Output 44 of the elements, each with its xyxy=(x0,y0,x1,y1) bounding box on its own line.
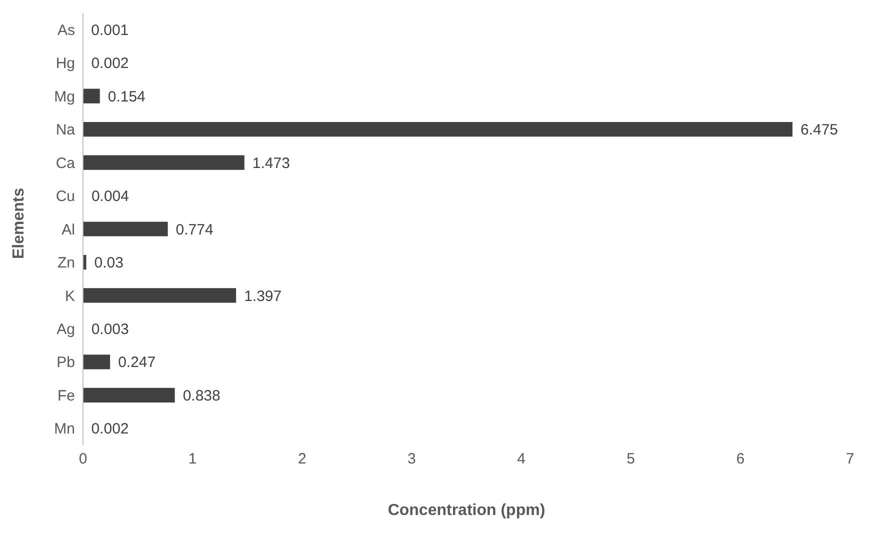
y-tick-label: Al xyxy=(62,221,75,238)
data-label: 0.002 xyxy=(91,420,129,438)
data-label: 0.247 xyxy=(118,354,156,372)
y-axis-title: Elements xyxy=(10,188,28,259)
data-label: 0.003 xyxy=(91,321,129,338)
y-tick-label: Pb xyxy=(56,354,75,372)
x-tick-label: 1 xyxy=(188,450,197,468)
x-tick-label: 7 xyxy=(846,450,854,468)
data-label: 1.473 xyxy=(252,154,290,172)
data-label: 1.397 xyxy=(244,288,282,305)
data-label: 0.838 xyxy=(182,387,220,404)
x-tick-label: 2 xyxy=(298,450,306,468)
x-tick-label: 4 xyxy=(517,450,526,468)
bar xyxy=(83,155,244,170)
y-tick-label: Zn xyxy=(57,254,75,272)
y-tick-label: Na xyxy=(56,122,76,139)
x-tick-label: 5 xyxy=(626,450,636,468)
x-axis-title: Concentration (ppm) xyxy=(388,502,546,519)
bar xyxy=(83,254,86,270)
bar xyxy=(83,88,100,104)
y-tick-label: Ag xyxy=(56,321,75,338)
y-tick-label: K xyxy=(64,288,75,305)
bar xyxy=(83,354,110,370)
data-label: 0.001 xyxy=(91,22,129,39)
bar xyxy=(83,222,168,236)
y-tick-label: Hg xyxy=(56,55,75,72)
bar xyxy=(83,388,175,402)
x-tick-label: 6 xyxy=(736,450,745,468)
x-tick-label: 3 xyxy=(408,450,416,468)
data-label: 0.03 xyxy=(94,254,124,272)
y-tick-label: Mn xyxy=(54,420,75,438)
y-tick-label: Fe xyxy=(57,387,75,404)
data-label: 6.475 xyxy=(800,122,838,139)
data-label: 0.774 xyxy=(176,221,214,238)
y-tick-label: Cu xyxy=(56,188,75,206)
y-tick-label: Mg xyxy=(54,88,75,106)
bar xyxy=(83,122,792,137)
data-label: 0.004 xyxy=(91,188,129,206)
x-tick-label: 0 xyxy=(78,450,88,468)
y-tick-label: Ca xyxy=(56,154,76,172)
data-label: 0.154 xyxy=(108,88,146,106)
data-label: 0.002 xyxy=(91,55,129,72)
y-tick-label: As xyxy=(57,22,75,39)
bar xyxy=(83,288,236,303)
